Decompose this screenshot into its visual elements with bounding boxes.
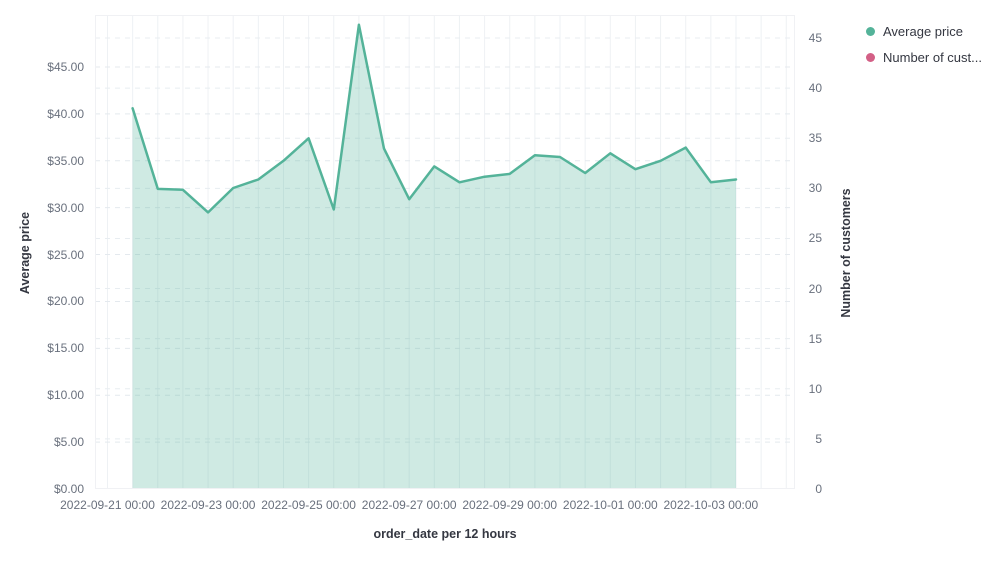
y-left-tick-label: $45.00 [47,59,84,74]
x-tick-label: 2022-09-27 00:00 [361,498,457,512]
x-axis-title: order_date per 12 hours [373,527,517,541]
legend-item-average-price[interactable]: Average price [866,18,982,44]
y-axis-right-title: Number of customers [839,188,853,318]
y-right-tick-label: 40 [808,81,822,96]
y-right-tick-label: 45 [808,31,822,45]
legend: Average price Number of cust... [866,18,982,70]
y-right-tick-label: 5 [815,431,822,446]
x-tick-label: 2022-10-03 00:00 [663,498,759,512]
y-right-tick-label: 20 [808,281,822,296]
y-right-tick-label: 30 [808,181,822,196]
y-left-tick-label: $15.00 [47,341,84,356]
x-tick-label: 2022-09-25 00:00 [261,498,356,512]
x-tick-label: 2022-09-23 00:00 [160,498,256,512]
series-line-average-price [131,23,738,214]
y-right-tick-label: 10 [808,381,822,396]
x-tick-label: 2022-10-01 00:00 [562,498,658,512]
y-left-tick-label: $5.00 [53,435,84,450]
y-right-tick-label: 0 [815,482,822,496]
y-axis-left-title: Average price [18,211,32,295]
y-left-tick-label: $40.00 [47,106,84,121]
y-left-tick-label: $35.00 [47,153,84,168]
y-left-tick-label: $20.00 [47,294,84,309]
y-left-tick-label: $25.00 [47,247,84,262]
y-right-tick-label: 25 [808,231,822,246]
series-area-average-price [132,24,736,489]
y-left-tick-label: $0.00 [53,482,84,496]
y-left-tick-label: $10.00 [47,388,84,403]
legend-item-number-of-customers[interactable]: Number of cust... [866,44,982,70]
legend-label: Number of cust... [883,49,982,65]
y-right-tick-label: 35 [808,131,822,146]
legend-dot-number-of-customers [866,52,875,62]
y-left-tick-label: $30.00 [47,200,84,215]
legend-dot-average-price [866,26,875,36]
chart-plot-area[interactable] [95,15,795,489]
x-tick-label: 2022-09-29 00:00 [462,498,558,512]
x-tick-label: 2022-09-21 00:00 [60,498,155,512]
legend-label: Average price [883,23,963,39]
y-right-tick-label: 15 [808,331,822,346]
